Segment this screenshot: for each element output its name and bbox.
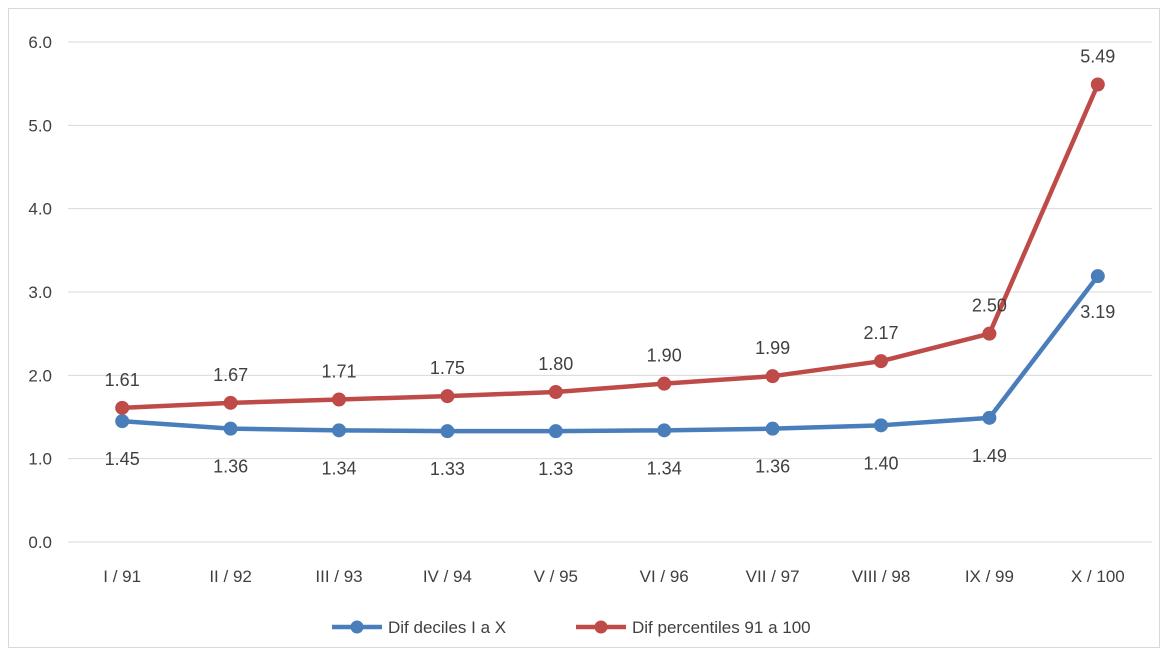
data-label: 1.75	[430, 358, 465, 378]
data-point	[440, 424, 455, 439]
data-point	[332, 392, 346, 407]
y-tick-label: 6.0	[28, 33, 52, 52]
data-label: 1.61	[105, 370, 140, 390]
data-label: 1.80	[538, 354, 573, 374]
data-point	[440, 389, 455, 404]
gridlines	[68, 41, 1152, 543]
x-category-label: VIII / 98	[852, 567, 911, 586]
data-point	[874, 418, 888, 433]
x-category-label: IX / 99	[965, 567, 1014, 586]
x-category-label: II / 92	[209, 567, 252, 586]
data-point	[874, 354, 888, 369]
data-label: 1.36	[213, 457, 248, 477]
y-tick-label: 0.0	[28, 533, 52, 552]
data-labels: 1.45 1.36 1.34 1.33 1.33 1.34 1.36 1.40 1.49 3.19…	[105, 47, 1116, 480]
chart-frame	[8, 8, 1160, 648]
legend-swatch-marker	[594, 620, 608, 634]
y-tick-label: 5.0	[28, 116, 52, 135]
data-label: 1.34	[647, 458, 682, 478]
series-line	[119, 82, 1101, 411]
x-category-label: X / 100	[1071, 567, 1125, 586]
data-point	[657, 423, 672, 438]
data-label: 1.99	[755, 338, 790, 358]
data-point	[548, 424, 563, 439]
legend-label: Dif deciles I a X	[388, 618, 506, 637]
data-point	[982, 326, 997, 341]
x-category-label: VI / 96	[640, 567, 689, 586]
data-label: 1.49	[972, 446, 1007, 466]
data-point	[223, 421, 238, 436]
data-label: 1.36	[755, 457, 790, 477]
series-lines	[115, 77, 1105, 439]
data-label: 1.33	[430, 459, 465, 479]
data-label: 1.71	[321, 362, 356, 382]
data-label: 1.34	[321, 458, 356, 478]
data-label: 1.45	[105, 449, 140, 469]
x-category-label: V / 95	[534, 567, 578, 586]
legend-swatch-marker	[350, 620, 364, 634]
y-tick-label: 1.0	[28, 450, 52, 469]
data-label: 5.49	[1080, 47, 1115, 67]
data-point	[548, 385, 563, 399]
x-category-label: VII / 97	[746, 567, 800, 586]
data-point	[332, 423, 346, 438]
data-point	[765, 421, 780, 436]
series-line	[119, 273, 1101, 434]
data-point	[223, 395, 238, 410]
data-label: 1.90	[647, 346, 682, 366]
x-category-label: III / 93	[315, 567, 362, 586]
data-label: 1.40	[863, 453, 898, 473]
data-point	[1090, 269, 1105, 284]
data-label: 2.50	[972, 296, 1007, 316]
data-point	[982, 410, 997, 425]
y-tick-label: 4.0	[28, 200, 52, 219]
y-axis-tick-labels: 0.0 1.0 2.0 3.0 4.0 5.0 6.0	[28, 33, 52, 552]
data-label: 1.67	[213, 365, 248, 385]
legend-label: Dif percentiles 91 a 100	[632, 618, 811, 637]
data-label: 2.17	[863, 323, 898, 343]
data-label: 3.19	[1080, 302, 1115, 322]
x-category-label: IV / 94	[423, 567, 472, 586]
data-point	[115, 414, 130, 429]
y-tick-label: 3.0	[28, 283, 52, 302]
data-label: 1.33	[538, 459, 573, 479]
y-tick-label: 2.0	[28, 366, 52, 385]
x-category-label: I / 91	[103, 567, 141, 586]
data-point	[115, 400, 130, 415]
data-point	[657, 376, 672, 391]
legend: Dif deciles I a X Dif percentiles 91 a 10…	[332, 618, 811, 637]
data-point	[1090, 77, 1105, 92]
data-point	[765, 369, 780, 384]
x-axis-category-labels: I / 91 II / 92 III / 93 IV / 94 V / 95 VI / 9…	[103, 567, 1124, 586]
